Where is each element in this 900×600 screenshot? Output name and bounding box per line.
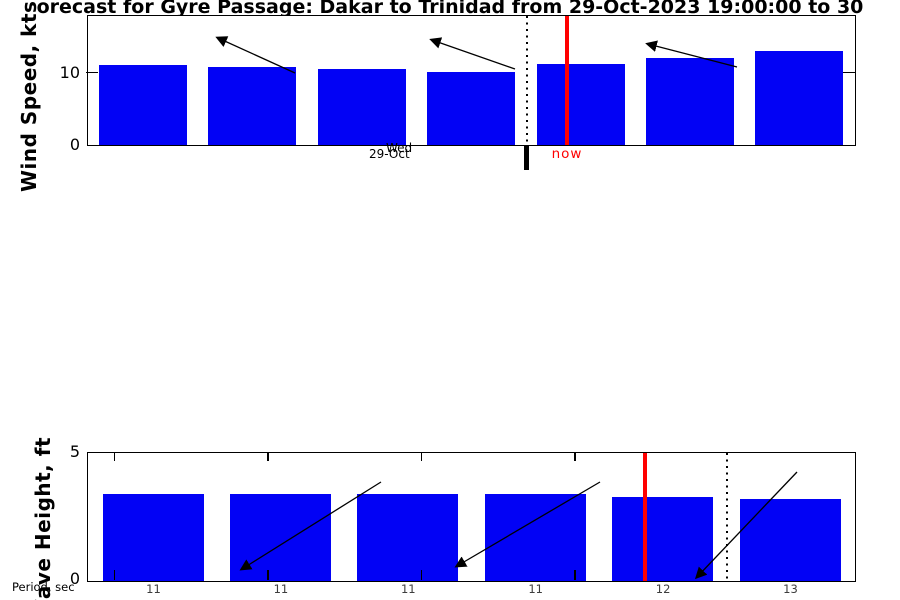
y-tick bbox=[843, 71, 855, 73]
period-value-label: 13 bbox=[783, 582, 798, 596]
forecast-boundary-line bbox=[725, 452, 728, 581]
x-tick bbox=[420, 452, 422, 461]
x-tick bbox=[113, 569, 115, 580]
wave-bar bbox=[102, 494, 204, 581]
x-tick bbox=[113, 452, 115, 461]
xtick-day-label: Wed bbox=[386, 141, 413, 155]
ytick-label: 0 bbox=[69, 569, 80, 588]
wave-bar bbox=[484, 494, 586, 581]
midnight-tick bbox=[524, 146, 529, 170]
ytick-label: 10 bbox=[59, 62, 80, 82]
period-value-label: 11 bbox=[400, 582, 416, 596]
now-line bbox=[564, 15, 569, 145]
period-axis-label: Period, sec bbox=[12, 580, 75, 594]
xtick-date-label: 29-Oct bbox=[369, 147, 410, 161]
period-value-label: 11 bbox=[528, 582, 543, 596]
forecast-boundary-line bbox=[525, 15, 528, 145]
wave-chart bbox=[86, 451, 856, 582]
period-value-label: 12 bbox=[655, 582, 671, 596]
x-tick bbox=[267, 452, 269, 461]
ytick-label: 0 bbox=[69, 135, 80, 154]
wave-bar bbox=[612, 496, 714, 581]
wave-bar bbox=[357, 494, 459, 581]
wind-bar bbox=[208, 67, 297, 145]
period-value-label: 11 bbox=[273, 582, 289, 596]
wind-bar bbox=[427, 72, 516, 145]
wind-bar bbox=[536, 64, 625, 145]
figure-title: orecast for Gyre Passage: Dakar to Trini… bbox=[36, 0, 864, 18]
wave-chart-area bbox=[88, 452, 856, 581]
y-tick bbox=[86, 71, 98, 73]
period-value-label: 11 bbox=[146, 582, 161, 596]
wind-chart bbox=[86, 14, 856, 146]
x-tick bbox=[574, 569, 576, 580]
x-tick bbox=[420, 569, 422, 580]
ytick-label: 5 bbox=[69, 442, 80, 461]
wind-chart-area bbox=[88, 15, 855, 145]
wind-bar bbox=[646, 57, 734, 145]
x-tick bbox=[574, 452, 576, 461]
now-label: now bbox=[551, 146, 583, 162]
now-line bbox=[642, 452, 647, 581]
wind-ylabel: Wind Speed, kts bbox=[17, 0, 41, 192]
wind-bar bbox=[317, 69, 406, 145]
wave-bar bbox=[739, 499, 841, 581]
wind-bar bbox=[99, 64, 187, 145]
wind-bar bbox=[755, 51, 844, 145]
x-tick bbox=[267, 569, 269, 580]
wave-bar bbox=[229, 494, 331, 581]
